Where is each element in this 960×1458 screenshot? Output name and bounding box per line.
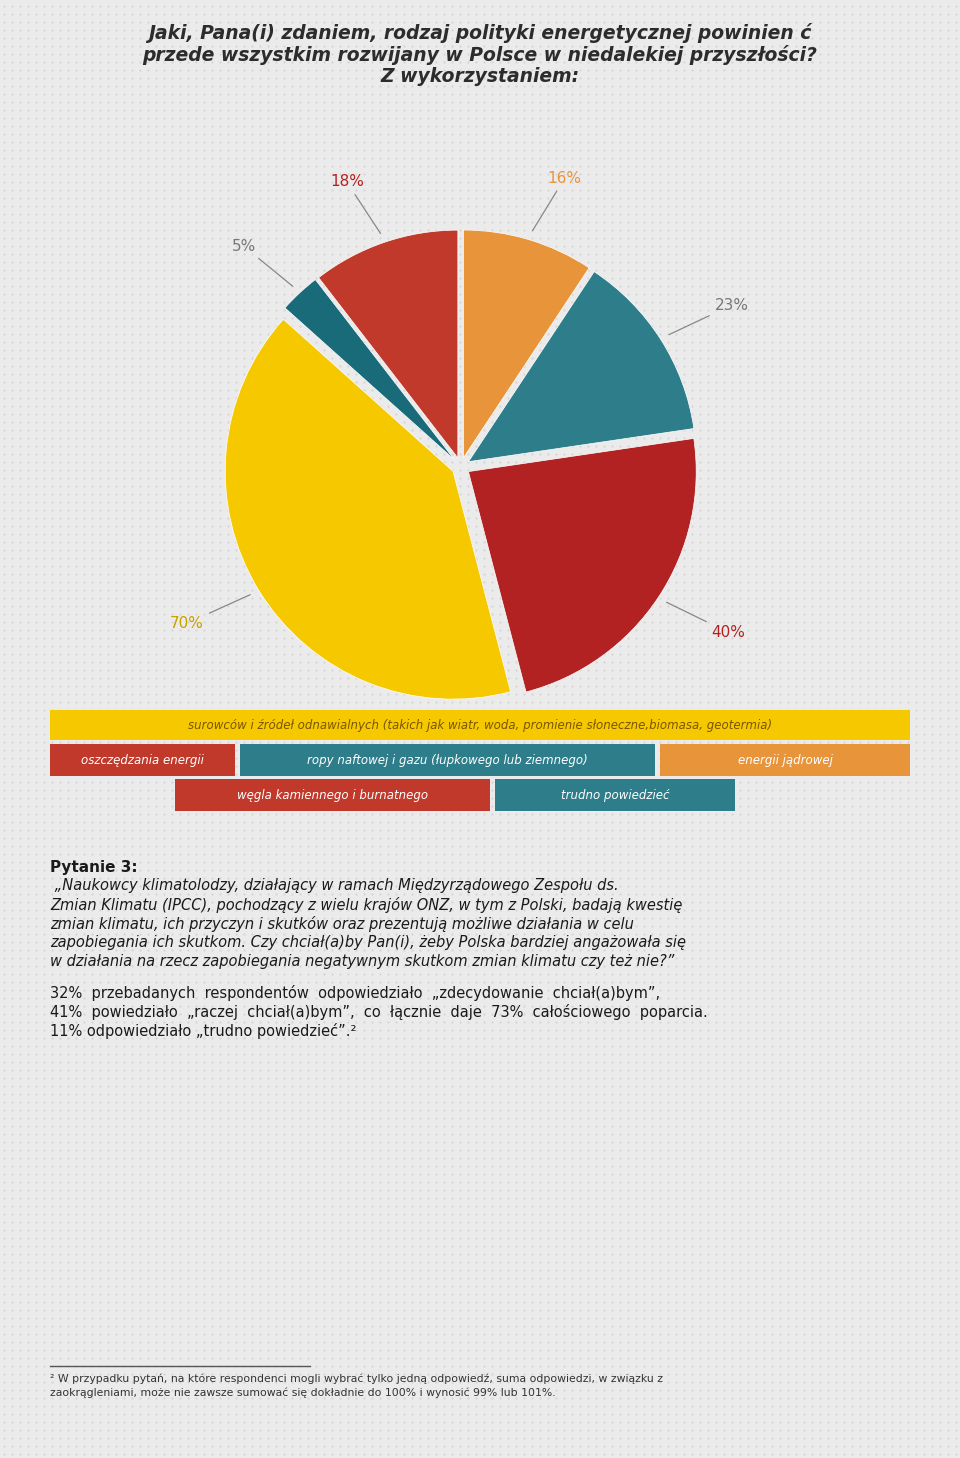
Text: energii jądrowej: energii jądrowej [737,754,832,767]
Text: 32%  przebadanych  respondentów  odpowiedziało  „zdecydowanie  chciał(a)bym”,: 32% przebadanych respondentów odpowiedzi… [50,986,660,1002]
Text: „Naukowcy klimatolodzy, działający w ramach Międzyrządowego Zespołu ds.: „Naukowcy klimatolodzy, działający w ram… [50,878,618,892]
Text: ropy naftowej i gazu (łupkowego lub ziemnego): ropy naftowej i gazu (łupkowego lub ziem… [307,754,588,767]
Text: 23%: 23% [669,297,749,335]
Text: surowców i źródeł odnawialnych (takich jak wiatr, woda, promienie słoneczne,biom: surowców i źródeł odnawialnych (takich j… [188,719,772,732]
Text: 18%: 18% [330,175,380,233]
Text: 11% odpowiedziało „trudno powiedzieć”.²: 11% odpowiedziało „trudno powiedzieć”.² [50,1024,356,1040]
Text: Jaki, Pana(i) zdaniem, rodzaj polityki energetycznej powinien ć: Jaki, Pana(i) zdaniem, rodzaj polityki e… [148,23,812,42]
Text: w działania na rzecz zapobiegania negatywnym skutkom zmian klimatu czy też nie?”: w działania na rzecz zapobiegania negaty… [50,954,674,970]
Text: 16%: 16% [533,171,582,230]
Wedge shape [468,271,694,462]
Text: oszczędzania energii: oszczędzania energii [81,754,204,767]
Bar [50,710,910,741]
Bar [240,744,655,776]
Bar [50,744,235,776]
Wedge shape [285,280,455,459]
Text: Z wykorzystaniem:: Z wykorzystaniem: [380,67,580,86]
Wedge shape [468,439,696,693]
Text: Pytanie 3:: Pytanie 3: [50,860,137,875]
Text: Zmian Klimatu (IPCC), pochodzący z wielu krajów ONZ, w tym z Polski, badają kwes: Zmian Klimatu (IPCC), pochodzący z wielu… [50,897,683,913]
Bar [660,744,910,776]
Text: zmian klimatu, ich przyczyn i skutków oraz prezentują możliwe działania w celu: zmian klimatu, ich przyczyn i skutków or… [50,916,634,932]
Text: węgla kamiennego i burnatnego: węgla kamiennego i burnatnego [237,789,428,802]
Text: zaokrągleniami, może nie zawsze sumować się dokładnie do 100% i wynosić 99% lub : zaokrągleniami, może nie zawsze sumować … [50,1388,556,1398]
Text: 40%: 40% [666,602,746,640]
Text: 41%  powiedziało  „raczej  chciał(a)bym”,  co  łącznie  daje  73%  całościowego : 41% powiedziało „raczej chciał(a)bym”, c… [50,1005,708,1021]
Text: 5%: 5% [231,239,293,286]
Wedge shape [319,230,458,458]
Text: ² W przypadku pytań, na które respondenci mogli wybrać tylko jedną odpowiedź, su: ² W przypadku pytań, na które respondenc… [50,1373,663,1384]
Bar [495,779,735,811]
Bar [175,779,490,811]
Text: trudno powiedzieć: trudno powiedzieć [561,789,669,802]
Text: zapobiegania ich skutkom. Czy chciał(a)by Pan(i), żeby Polska bardziej angażował: zapobiegania ich skutkom. Czy chciał(a)b… [50,935,686,951]
Wedge shape [464,230,589,458]
Text: 70%: 70% [170,595,251,631]
Text: przede wszystkim rozwijany w Polsce w niedalekiej przyszłości?: przede wszystkim rozwijany w Polsce w ni… [143,45,817,66]
Wedge shape [226,319,511,700]
